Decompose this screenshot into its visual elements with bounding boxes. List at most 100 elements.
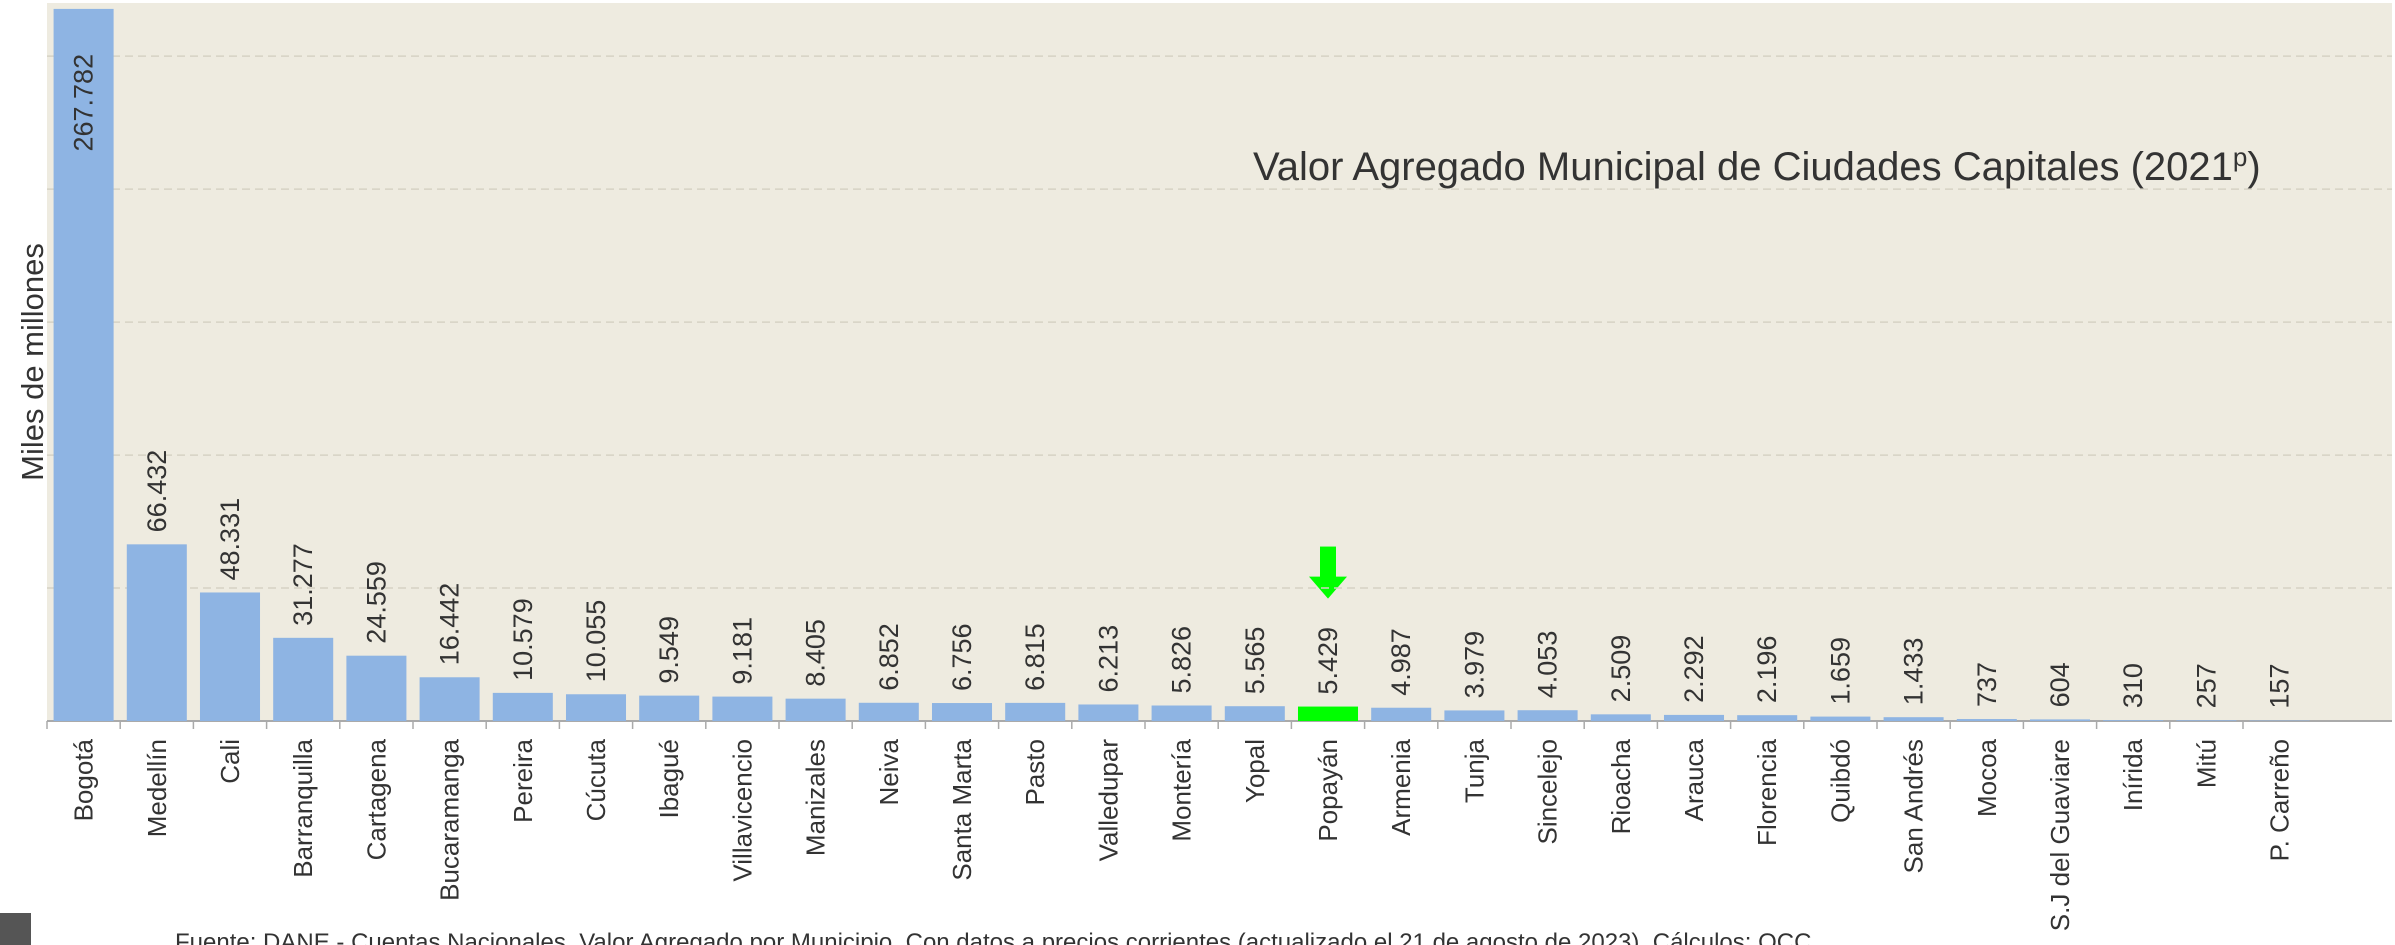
- plot-background: [47, 3, 2392, 721]
- value-label: 16.442: [435, 583, 465, 666]
- bar: [1078, 704, 1139, 721]
- bar: [199, 592, 261, 721]
- bar: [53, 8, 114, 721]
- bar: [1151, 705, 1212, 721]
- value-label: 310: [2118, 663, 2148, 708]
- x-tick-label: Pereira: [508, 738, 538, 822]
- x-tick-label: Medellín: [142, 739, 172, 837]
- value-label: 6.852: [874, 623, 904, 691]
- x-tick-label: Neiva: [874, 738, 904, 805]
- value-label: 737: [1972, 662, 2002, 707]
- bar: [565, 694, 627, 721]
- x-tick-label: Valledupar: [1093, 739, 1123, 862]
- arrow-shaft: [1320, 546, 1336, 579]
- bar: [1005, 702, 1066, 721]
- bar: [1224, 706, 1285, 721]
- bar: [273, 637, 334, 721]
- x-tick-label: Pasto: [1020, 739, 1050, 806]
- x-tick-label: Cartagena: [361, 738, 391, 860]
- value-label: 48.331: [215, 498, 245, 581]
- value-label: 257: [2191, 663, 2221, 708]
- bar: [858, 702, 919, 721]
- value-label: 2.509: [1606, 635, 1636, 703]
- x-tick-label: Mitú: [2191, 739, 2221, 788]
- bar: [785, 698, 846, 721]
- bar: [2176, 720, 2237, 721]
- value-label: 4.987: [1386, 628, 1416, 696]
- bar: [1444, 710, 1505, 721]
- bar: [126, 544, 187, 721]
- x-tick-label: Arauca: [1679, 738, 1709, 821]
- value-label: 10.579: [508, 598, 538, 681]
- source-note: Fuente: DANE - Cuentas Nacionales, Valor…: [175, 929, 1811, 945]
- value-label: 8.405: [801, 619, 831, 687]
- x-tick-label: Santa Marta: [947, 738, 977, 880]
- value-label: 157: [2265, 664, 2295, 709]
- value-label: 604: [2045, 662, 2075, 707]
- value-label: 2.196: [1752, 636, 1782, 704]
- bar: [1371, 707, 1432, 721]
- bar: [1517, 710, 1578, 721]
- x-tick-label: S.J del Guaviare: [2045, 739, 2075, 931]
- x-tick-label: Florencia: [1752, 738, 1782, 845]
- x-tick-label: P. Carreño: [2265, 739, 2295, 861]
- bar: [1883, 717, 1944, 721]
- title-superscript: p: [2233, 142, 2247, 172]
- x-tick-label: Armenia: [1386, 738, 1416, 835]
- value-label: 5.826: [1167, 626, 1197, 694]
- bar: [1297, 706, 1359, 721]
- value-label: 1.659: [1825, 637, 1855, 705]
- chart-title: Valor Agregado Municipal de Ciudades Cap…: [1253, 142, 2261, 189]
- x-tick-label: Mocoa: [1972, 738, 2002, 817]
- value-label: 5.565: [1240, 627, 1270, 695]
- bar: [712, 696, 773, 721]
- value-label: 4.053: [1533, 631, 1563, 699]
- bar: [419, 677, 480, 721]
- bar: [1956, 719, 2017, 721]
- x-tick-label: Yopal: [1240, 739, 1270, 803]
- title-end: ): [2247, 145, 2260, 189]
- x-tick-label: Villavicencio: [727, 739, 757, 882]
- value-label: 66.432: [142, 450, 172, 533]
- x-tick-label: Tunja: [1459, 738, 1489, 803]
- value-label: 6.756: [947, 623, 977, 691]
- x-tick-label: Inírida: [2118, 738, 2148, 811]
- x-tick-label: Bucaramanga: [435, 738, 465, 900]
- x-tick-label: Cúcuta: [581, 738, 611, 821]
- bar: [1810, 716, 1871, 721]
- value-label: 31.277: [288, 543, 318, 626]
- x-tick-label: Cali: [215, 739, 245, 784]
- bar: [346, 655, 407, 721]
- corner-block: [0, 913, 31, 945]
- x-tick-label: San Andrés: [1899, 739, 1929, 873]
- bar: [1590, 714, 1651, 721]
- title-main: Valor Agregado Municipal de Ciudades Cap…: [1253, 145, 2233, 189]
- x-tick-label: Rioacha: [1606, 738, 1636, 834]
- bar: [1737, 715, 1798, 721]
- x-tick-label: Quibdó: [1825, 739, 1855, 823]
- x-tick-label: Bogotá: [69, 738, 99, 821]
- value-label: 2.292: [1679, 635, 1709, 703]
- value-label: 267.782: [69, 54, 99, 152]
- bar: [2029, 719, 2091, 721]
- x-tick-label: Popayán: [1313, 739, 1343, 842]
- x-tick-label: Manizales: [801, 739, 831, 856]
- bar: [1663, 714, 1725, 721]
- x-tick-label: Montería: [1167, 738, 1197, 841]
- x-tick-label: Ibagué: [654, 739, 684, 819]
- x-tick-label: Sincelejo: [1533, 739, 1563, 845]
- value-label: 6.815: [1020, 623, 1050, 691]
- bar: [2103, 720, 2164, 721]
- bar: [639, 695, 700, 721]
- y-axis-label: Miles de millones: [15, 243, 50, 481]
- value-label: 5.429: [1313, 627, 1343, 695]
- value-label: 9.181: [727, 617, 757, 685]
- value-label: 24.559: [361, 561, 391, 644]
- bar: [931, 703, 993, 721]
- value-label: 9.549: [654, 616, 684, 684]
- value-label: 10.055: [581, 600, 611, 683]
- value-label: 6.213: [1093, 625, 1123, 693]
- bar: [492, 692, 553, 721]
- value-label: 1.433: [1899, 638, 1929, 706]
